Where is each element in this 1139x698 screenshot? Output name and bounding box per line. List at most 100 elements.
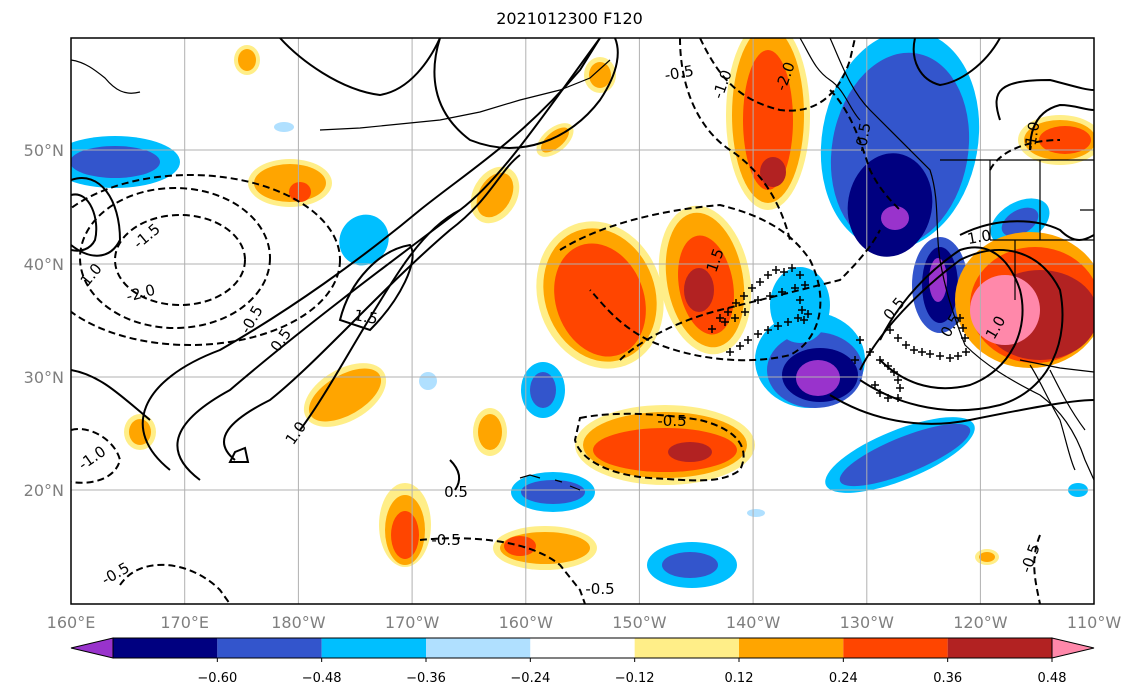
solid-contour: [859, 249, 1064, 412]
plus-marker: [801, 281, 809, 289]
solid-contour: [433, 38, 619, 149]
colorbar-segment: [217, 638, 322, 658]
pos-anomaly-blob: [1039, 126, 1091, 154]
coastline-hawaii: [519, 474, 581, 491]
plus-marker: [740, 292, 748, 300]
colorbar-segment: [321, 638, 426, 658]
longitude-tick-label: 160°E: [47, 613, 96, 632]
contour-label: -0.5: [585, 580, 614, 598]
colorbar-tick-label: −0.12: [615, 671, 655, 686]
colorbar-tick-label: 0.24: [829, 671, 858, 686]
neg-anomaly-blob: [662, 552, 718, 578]
longitude-tick-label: 110°W: [1067, 613, 1122, 632]
coastline-asia: [71, 59, 141, 94]
dashed-contour-lines: [71, 38, 1061, 604]
latitude-tick-label: 30°N: [24, 368, 64, 387]
neg-anomaly-blob: [847, 153, 933, 257]
dashed-contour: [573, 412, 745, 482]
pos-anomaly-blob: [589, 62, 611, 88]
neg-anomaly-blob: [419, 372, 437, 390]
plus-marker: [946, 354, 954, 362]
solid-contour: [879, 246, 1024, 390]
plus-marker: [871, 381, 879, 389]
colorbar-tick-label: −0.60: [197, 671, 237, 686]
solid-contour: [338, 243, 414, 332]
longitude-labels: 160°E 170°E 180°W 170°W 160°W 150°W 140°W 130°W…: [47, 613, 1122, 632]
plus-marker: [756, 278, 764, 286]
plus-marker: [894, 376, 902, 384]
plus-marker: [926, 350, 934, 358]
solid-contour: [449, 459, 461, 491]
plus-marker: [726, 348, 734, 356]
neg-anomaly-blob: [881, 206, 909, 230]
dashed-contour: [619, 229, 881, 361]
plus-marker: [791, 284, 799, 292]
pos-anomaly-blob: [684, 268, 714, 312]
border-us-mexico: [1019, 359, 1094, 373]
colorbar-segment: [113, 638, 218, 658]
longitude-tick-label: 120°W: [953, 613, 1008, 632]
plus-marker: [884, 394, 892, 402]
pos-anomaly-blob: [593, 428, 737, 472]
map-frame: [70, 37, 1095, 605]
colorbar-segment: [530, 638, 635, 658]
dashed-contour: [559, 203, 822, 362]
neg-anomaly-blob: [530, 372, 556, 408]
plus-marker: [954, 352, 962, 360]
plus-marker: [772, 266, 780, 274]
contour-label: -0.5: [852, 121, 875, 153]
neg-anomaly-blob: [339, 214, 389, 266]
plus-marker: [736, 342, 744, 350]
solid-contour: [912, 38, 1001, 87]
colorbar-tick-label: 0.36: [933, 671, 962, 686]
plus-marker: [890, 368, 898, 376]
plus-marker: [754, 296, 762, 304]
pos-anomaly-blob: [668, 442, 712, 462]
plus-marker: [796, 296, 804, 304]
dashed-contour: [71, 174, 341, 346]
pos-anomaly-blob: [129, 419, 151, 445]
contour-label: -1.0: [1021, 120, 1044, 152]
latitude-tick-label: 20°N: [24, 481, 64, 500]
longitude-tick-label: 160°W: [499, 613, 554, 632]
plus-marker: [962, 348, 970, 356]
plus-marker: [778, 288, 786, 296]
solid-contour: [995, 78, 1094, 121]
state-lines: [989, 160, 1094, 300]
neg-anomaly-blob: [929, 258, 947, 302]
solid-contour: [1029, 103, 1094, 151]
plus-marker: [896, 384, 904, 392]
solid-contour: [71, 177, 122, 257]
plus-marker: [788, 264, 796, 272]
neg-anomaly-blob: [274, 122, 294, 132]
colorbar-tick-label: −0.24: [510, 671, 550, 686]
plus-marker: [724, 308, 732, 316]
pos-anomaly-blob: [289, 182, 311, 202]
solid-contour: [176, 38, 601, 481]
pos-anomaly-blob: [238, 49, 256, 71]
contour-label: -0.5: [657, 412, 686, 430]
coastline-baja: [1029, 364, 1076, 471]
plus-marker: [764, 271, 772, 279]
dashed-contour: [79, 187, 271, 329]
pos-anomaly-blob: [391, 511, 419, 559]
plus-marker: [804, 310, 812, 318]
plus-marker: [721, 318, 729, 326]
plus-marker: [741, 308, 749, 316]
plus-marker: [748, 284, 756, 292]
latitude-labels: 50°N 40°N 30°N 20°N: [24, 141, 64, 500]
neg-anomaly-blob: [796, 360, 840, 396]
pos-anomaly-blob: [476, 172, 514, 218]
gridlines: [71, 38, 1094, 604]
plus-marker: [856, 336, 864, 344]
plus-marker: [936, 352, 944, 360]
colorbar-segment: [634, 638, 739, 658]
coastline-alaska-chain: [319, 59, 611, 131]
colorbar-tick-label: 0.48: [1038, 671, 1067, 686]
dashed-contour: [699, 38, 856, 112]
colorbar-segment: [739, 638, 844, 658]
coastline-bc: [799, 38, 861, 121]
colorbar-segment: [947, 638, 1052, 658]
plus-marker: [794, 314, 802, 322]
